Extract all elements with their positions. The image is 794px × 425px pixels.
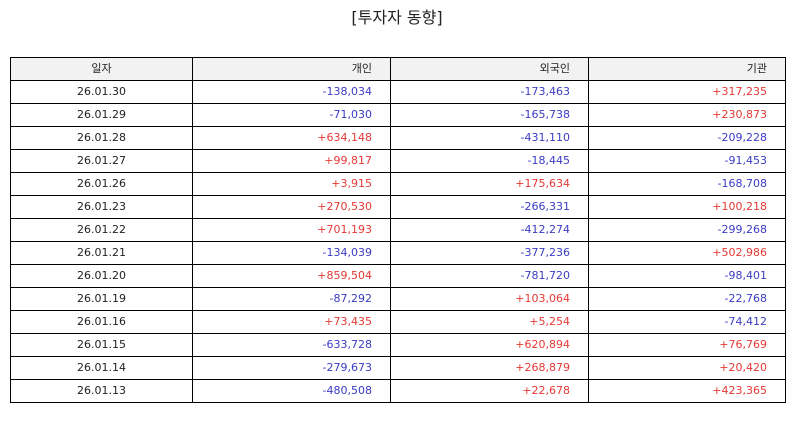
cell-institution: -98,401: [588, 264, 786, 288]
cell-foreign: -431,110: [390, 126, 589, 150]
cell-institution: +76,769: [588, 333, 786, 357]
cell-date: 26.01.22: [10, 218, 193, 242]
cell-foreign: +175,634: [390, 172, 589, 196]
cell-date: 26.01.23: [10, 195, 193, 219]
cell-institution: -91,453: [588, 149, 786, 173]
cell-date: 26.01.21: [10, 241, 193, 265]
cell-individual: -633,728: [192, 333, 391, 357]
table-row: 26.01.13 -480,508 +22,678 +423,365: [10, 379, 786, 403]
cell-individual: -87,292: [192, 287, 391, 311]
cell-date: 26.01.30: [10, 80, 193, 104]
header-foreign: 외국인: [390, 57, 589, 81]
cell-date: 26.01.16: [10, 310, 193, 334]
cell-foreign: -781,720: [390, 264, 589, 288]
cell-individual: +701,193: [192, 218, 391, 242]
cell-foreign: -18,445: [390, 149, 589, 173]
cell-date: 26.01.14: [10, 356, 193, 380]
cell-individual: -279,673: [192, 356, 391, 380]
cell-individual: +270,530: [192, 195, 391, 219]
cell-date: 26.01.28: [10, 126, 193, 150]
table-row: 26.01.16 +73,435 +5,254 -74,412: [10, 310, 786, 334]
cell-foreign: -165,738: [390, 103, 589, 127]
table-row: 26.01.26 +3,915 +175,634 -168,708: [10, 172, 786, 196]
cell-individual: +634,148: [192, 126, 391, 150]
cell-institution: -22,768: [588, 287, 786, 311]
table-row: 26.01.19 -87,292 +103,064 -22,768: [10, 287, 786, 311]
cell-institution: +423,365: [588, 379, 786, 403]
cell-institution: +502,986: [588, 241, 786, 265]
table-row: 26.01.30 -138,034 -173,463 +317,235: [10, 80, 786, 104]
cell-institution: -168,708: [588, 172, 786, 196]
cell-foreign: +268,879: [390, 356, 589, 380]
table-row: 26.01.23 +270,530 -266,331 +100,218: [10, 195, 786, 219]
cell-foreign: -377,236: [390, 241, 589, 265]
cell-date: 26.01.13: [10, 379, 193, 403]
cell-date: 26.01.19: [10, 287, 193, 311]
table-row: 26.01.14 -279,673 +268,879 +20,420: [10, 356, 786, 380]
cell-date: 26.01.27: [10, 149, 193, 173]
cell-individual: -480,508: [192, 379, 391, 403]
cell-foreign: -266,331: [390, 195, 589, 219]
cell-date: 26.01.29: [10, 103, 193, 127]
table-row: 26.01.27 +99,817 -18,445 -91,453: [10, 149, 786, 173]
cell-date: 26.01.20: [10, 264, 193, 288]
cell-institution: +317,235: [588, 80, 786, 104]
header-institution: 기관: [588, 57, 786, 81]
table-row: 26.01.28 +634,148 -431,110 -209,228: [10, 126, 786, 150]
cell-date: 26.01.26: [10, 172, 193, 196]
cell-individual: -71,030: [192, 103, 391, 127]
cell-individual: -138,034: [192, 80, 391, 104]
cell-institution: +100,218: [588, 195, 786, 219]
cell-individual: +99,817: [192, 149, 391, 173]
cell-foreign: +103,064: [390, 287, 589, 311]
table-row: 26.01.15 -633,728 +620,894 +76,769: [10, 333, 786, 357]
investor-trend-table: 일자 개인 외국인 기관 26.01.30 -138,034 -173,463 +31…: [10, 57, 786, 403]
cell-individual: +73,435: [192, 310, 391, 334]
cell-individual: -134,039: [192, 241, 391, 265]
cell-date: 26.01.15: [10, 333, 193, 357]
cell-institution: +230,873: [588, 103, 786, 127]
table-row: 26.01.22 +701,193 -412,274 -299,268: [10, 218, 786, 242]
cell-individual: +3,915: [192, 172, 391, 196]
header-date: 일자: [10, 57, 193, 81]
cell-foreign: +5,254: [390, 310, 589, 334]
cell-institution: -299,268: [588, 218, 786, 242]
page-title: [투자자 동향]: [351, 8, 443, 27]
cell-foreign: -173,463: [390, 80, 589, 104]
table-body: 26.01.30 -138,034 -173,463 +317,235 26.01.29…: [10, 80, 786, 403]
cell-individual: +859,504: [192, 264, 391, 288]
table-row: 26.01.21 -134,039 -377,236 +502,986: [10, 241, 786, 265]
table-row: 26.01.20 +859,504 -781,720 -98,401: [10, 264, 786, 288]
cell-foreign: +22,678: [390, 379, 589, 403]
table-header-row: 일자 개인 외국인 기관: [10, 57, 786, 81]
table-row: 26.01.29 -71,030 -165,738 +230,873: [10, 103, 786, 127]
cell-institution: +20,420: [588, 356, 786, 380]
cell-institution: -74,412: [588, 310, 786, 334]
cell-institution: -209,228: [588, 126, 786, 150]
header-individual: 개인: [192, 57, 391, 81]
cell-foreign: +620,894: [390, 333, 589, 357]
cell-foreign: -412,274: [390, 218, 589, 242]
